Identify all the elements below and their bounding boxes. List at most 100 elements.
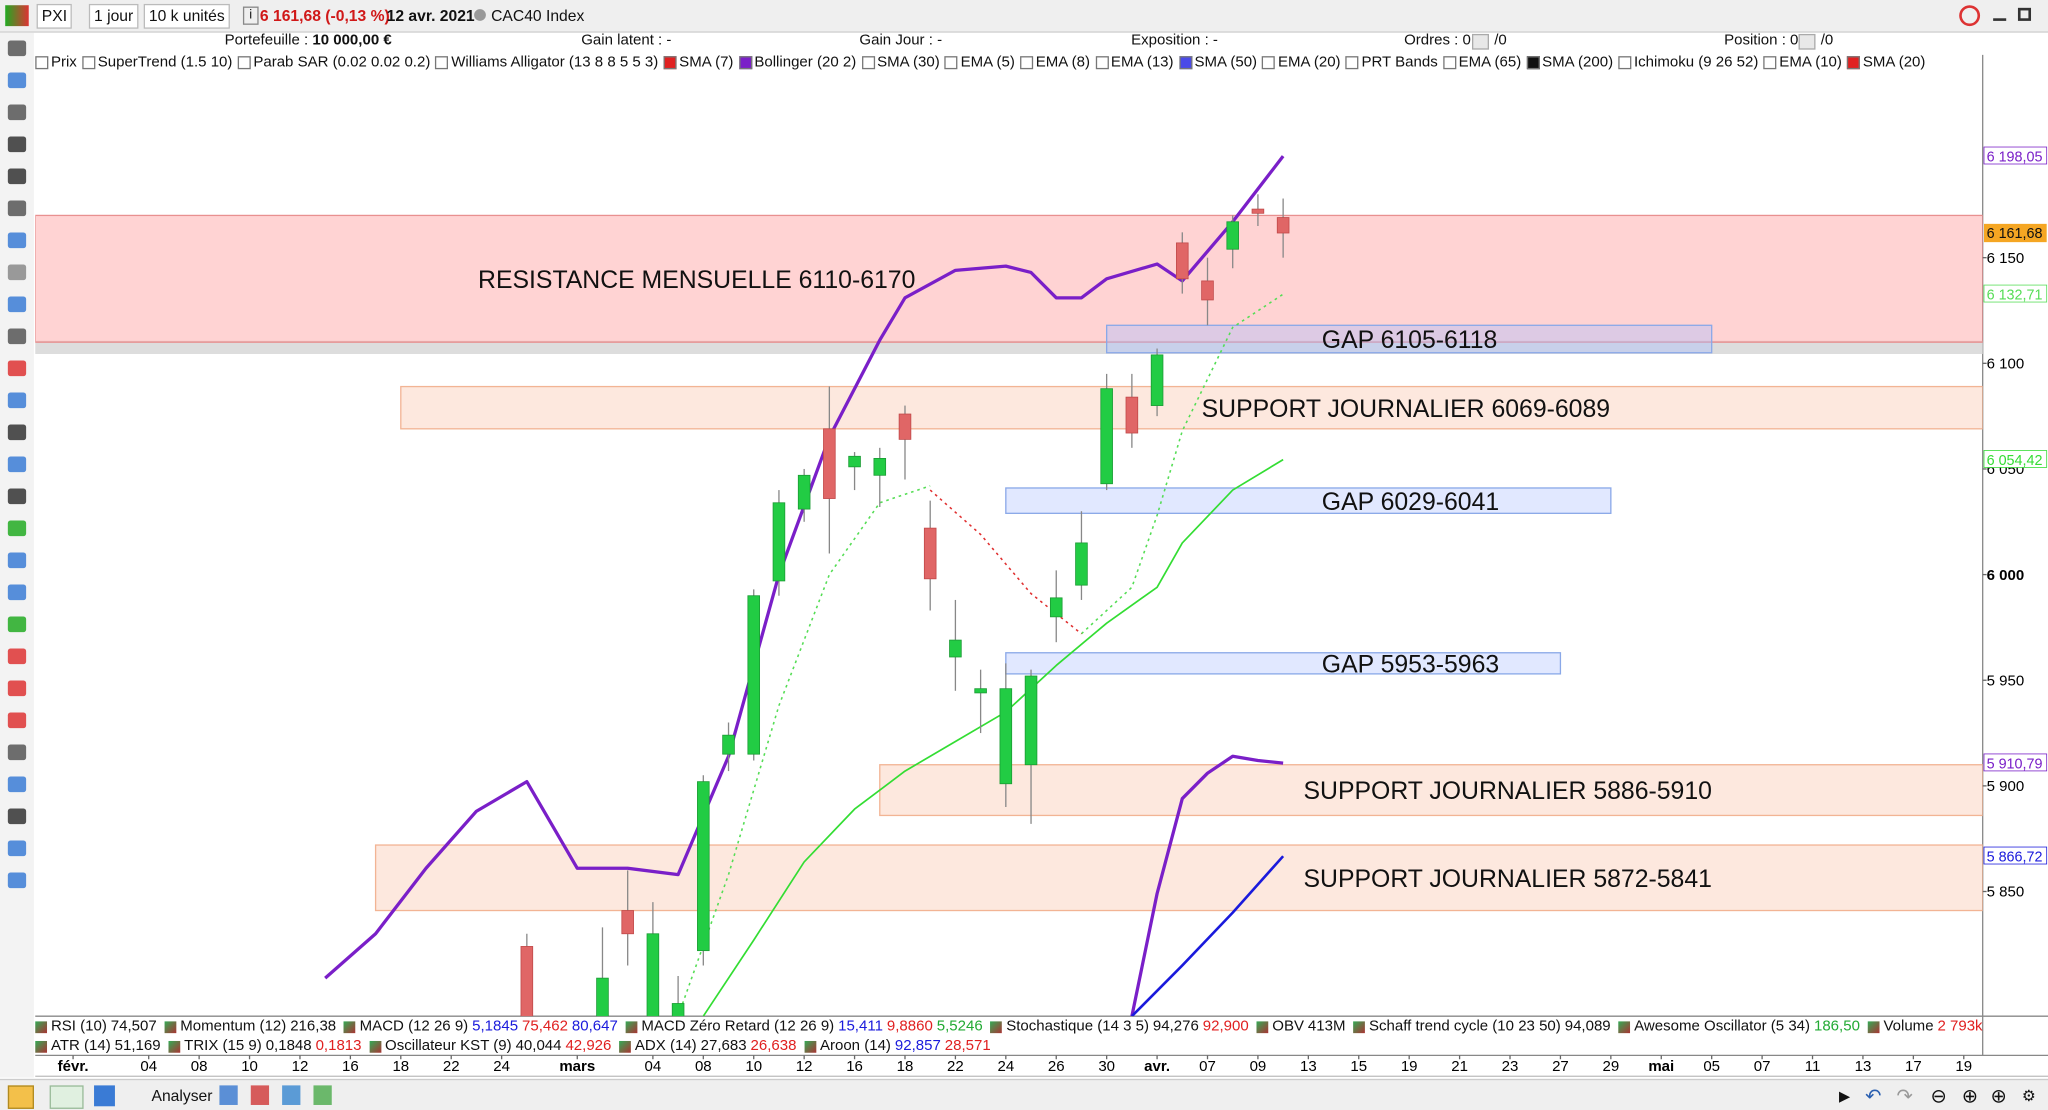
position: Position : 0 xyxy=(1724,32,1799,49)
indicator-toggle[interactable]: Ichimoku (9 26 52) xyxy=(1618,55,1758,71)
zoom-reset[interactable]: ⊕ xyxy=(1961,1085,1979,1108)
zoom-in[interactable]: ⊕ xyxy=(1990,1085,2007,1108)
indicator-toggle[interactable]: EMA (8) xyxy=(1020,55,1090,71)
indicator-swatch xyxy=(1526,56,1540,70)
tool-button[interactable] xyxy=(250,1085,270,1105)
refresh-button[interactable] xyxy=(1959,5,1981,27)
panel-icon xyxy=(35,1040,48,1053)
tool-button[interactable] xyxy=(7,296,27,313)
last-value-label: 5 910,79 xyxy=(1987,756,2043,772)
indicator-toggle[interactable]: Williams Alligator (13 8 8 5 5 3) xyxy=(435,55,658,71)
panel-item[interactable]: ADX (14) 27,683 26,638 xyxy=(619,1038,796,1054)
orders-button[interactable] xyxy=(1471,33,1489,50)
tool-button[interactable] xyxy=(219,1085,238,1105)
period-select[interactable]: 1 jour xyxy=(88,3,139,29)
position-button[interactable] xyxy=(1798,33,1816,50)
panel-item[interactable]: MACD Zéro Retard (12 26 9) 15,411 9,8860 5,… xyxy=(625,1019,983,1034)
tool-button[interactable] xyxy=(7,872,27,889)
info-icon[interactable]: i xyxy=(242,6,259,25)
tool-button[interactable] xyxy=(7,72,27,89)
indicator-toggle[interactable]: EMA (13) xyxy=(1095,55,1174,71)
indicator-toggle[interactable]: SMA (7) xyxy=(663,55,733,71)
indicator-toggle[interactable]: SMA (200) xyxy=(1526,55,1613,71)
panel-name: Stochastique (14 3 5) xyxy=(1006,1018,1149,1035)
indicator-toggle[interactable]: EMA (10) xyxy=(1763,55,1842,71)
x-tick-label: 12 xyxy=(796,1058,813,1075)
tool-button[interactable] xyxy=(7,200,27,217)
tool-button[interactable] xyxy=(7,168,27,185)
indicator-name: SMA (50) xyxy=(1194,54,1258,71)
indicator-toggle[interactable]: EMA (20) xyxy=(1262,55,1341,71)
indicator-toggle[interactable]: Bollinger (20 2) xyxy=(738,55,856,71)
tool-button[interactable] xyxy=(282,1085,301,1105)
tool-button[interactable] xyxy=(7,40,27,57)
panel-item[interactable]: Awesome Oscillator (5 34) 186,50 xyxy=(1618,1019,1860,1034)
panel-item[interactable]: RSI (10) 74,507 xyxy=(35,1019,157,1034)
settings[interactable]: ⚙ xyxy=(2021,1086,2036,1105)
draw-button[interactable] xyxy=(7,1085,34,1109)
panel-icon xyxy=(369,1040,382,1053)
panel-item[interactable]: ATR (14) 51,169 xyxy=(35,1038,161,1054)
scroll-right[interactable]: ▶ xyxy=(1839,1089,1851,1105)
tool-button[interactable] xyxy=(7,552,27,569)
analyse-button[interactable]: Analyser xyxy=(151,1086,213,1105)
tool-button[interactable] xyxy=(7,616,27,633)
tool-button[interactable] xyxy=(7,360,27,377)
symbol-select[interactable]: PXI xyxy=(36,3,73,29)
indicator-button[interactable] xyxy=(49,1085,84,1109)
tool-button[interactable] xyxy=(7,488,27,505)
tool-button[interactable] xyxy=(7,680,27,697)
maximize-button[interactable] xyxy=(2017,7,2032,21)
panel-item[interactable]: TRIX (15 9) 0,1848 0,1813 xyxy=(168,1038,362,1054)
tool-button[interactable] xyxy=(7,648,27,665)
tool-button[interactable] xyxy=(7,136,27,153)
tool-button[interactable] xyxy=(7,232,27,249)
indicator-toggle[interactable]: SMA (20) xyxy=(1847,55,1925,71)
tool-button[interactable] xyxy=(7,392,27,409)
tool-button[interactable] xyxy=(7,456,27,473)
panel-item[interactable]: Momentum (12) 216,38 xyxy=(164,1019,336,1034)
tool-button[interactable] xyxy=(313,1085,332,1105)
undo-button[interactable]: ↶ xyxy=(1865,1085,1882,1108)
tool-button[interactable] xyxy=(7,424,27,441)
indicator-toggle[interactable]: EMA (65) xyxy=(1442,55,1521,71)
tool-button[interactable] xyxy=(7,520,27,537)
units-select[interactable]: 10 k unités xyxy=(143,3,230,29)
x-tick-label: 04 xyxy=(140,1058,157,1075)
indicator-toggle[interactable]: EMA (5) xyxy=(944,55,1015,71)
tool-button[interactable] xyxy=(7,104,27,121)
tool-button[interactable] xyxy=(7,744,27,761)
app-icon[interactable] xyxy=(5,5,29,27)
panel-item[interactable]: OBV 413M xyxy=(1256,1019,1346,1034)
indicator-toggle[interactable]: Parab SAR (0.02 0.02 0.2) xyxy=(237,55,430,71)
redo-button[interactable]: ↷ xyxy=(1896,1085,1913,1108)
x-tick-label: 24 xyxy=(493,1058,510,1075)
tool-button[interactable] xyxy=(7,584,27,601)
y-tick-label: 6 000 xyxy=(1987,567,2025,584)
tool-button[interactable] xyxy=(7,712,27,729)
zoom-out[interactable]: ⊖ xyxy=(1930,1085,1947,1108)
tool-button[interactable] xyxy=(7,264,27,281)
tool-button[interactable] xyxy=(7,840,27,857)
minimize-button[interactable] xyxy=(1993,18,2007,21)
panel-item[interactable]: MACD (12 26 9) 5,1845 75,462 80,647 xyxy=(343,1019,618,1034)
indicator-toggle[interactable]: Prix xyxy=(35,55,77,71)
portfolio: Portefeuille : 10 000,00 € xyxy=(225,33,392,49)
last-price: 6 161,68 (-0,13 %) xyxy=(259,6,390,25)
indicator-toggle[interactable]: SMA (30) xyxy=(861,55,940,71)
x-tick-label: 10 xyxy=(241,1058,258,1075)
indicator-toggle[interactable]: PRT Bands xyxy=(1345,55,1438,71)
panel-item[interactable]: Stochastique (14 3 5) 94,276 92,900 xyxy=(990,1018,1249,1035)
panel-item[interactable]: Volume 2 793k xyxy=(1867,1019,1983,1034)
indicator-swatch xyxy=(82,56,96,70)
panel-item[interactable]: Aroon (14) 92,857 28,571 xyxy=(804,1038,991,1054)
indicator-toggle[interactable]: SuperTrend (1.5 10) xyxy=(82,55,232,71)
panel-item[interactable]: Oscillateur KST (9) 40,044 42,926 xyxy=(369,1038,611,1054)
panel-item[interactable]: Schaff trend cycle (10 23 50) 94,089 xyxy=(1353,1019,1611,1034)
tool-button[interactable] xyxy=(7,808,27,825)
tool-button[interactable] xyxy=(7,328,27,345)
x-tick-label: 22 xyxy=(947,1058,964,1075)
tool-button[interactable] xyxy=(7,776,27,793)
indicator-toggle[interactable]: SMA (50) xyxy=(1178,54,1258,71)
share-button[interactable] xyxy=(94,1085,115,1107)
